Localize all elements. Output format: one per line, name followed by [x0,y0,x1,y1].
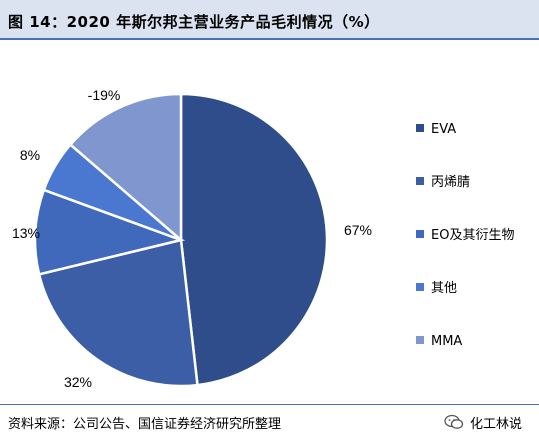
figure-title: 图 14：2020 年斯尔邦主营业务产品毛利情况（%） [8,13,380,31]
data-labels: 67% 32% 13% 8% -19% [12,87,372,390]
pie-slice [33,188,186,276]
footer-divider [0,404,539,405]
watermark-text: 化工林说 [470,416,523,432]
data-label: 13% [12,225,40,241]
wechat-icon [444,414,464,429]
watermark: 化工林说 [444,411,522,433]
source-note: 资料来源：公司公告、国信证券经济研究所整理 [8,417,282,432]
data-label: 67% [344,222,372,238]
legend-swatch [416,230,424,238]
legend-label: EVA [431,122,456,137]
pie-slices [33,92,329,388]
data-label: 32% [64,374,92,390]
legend-label: EO及其衍生物 [431,228,514,243]
legend-swatch [416,336,424,344]
legend-label: MMA [431,334,462,349]
legend-swatch [416,124,424,132]
legend-label: 丙烯腈 [431,175,470,190]
pie-slice [179,92,329,387]
figure-title-bar: 图 14：2020 年斯尔邦主营业务产品毛利情况（%） [0,0,539,40]
data-label: 8% [20,147,40,163]
pie-slice [68,92,183,243]
pie-slice [37,238,199,388]
legend-swatch [416,177,424,185]
legend-swatch [416,283,424,291]
legend-label: 其他 [431,281,457,296]
data-label: -19% [88,87,121,103]
